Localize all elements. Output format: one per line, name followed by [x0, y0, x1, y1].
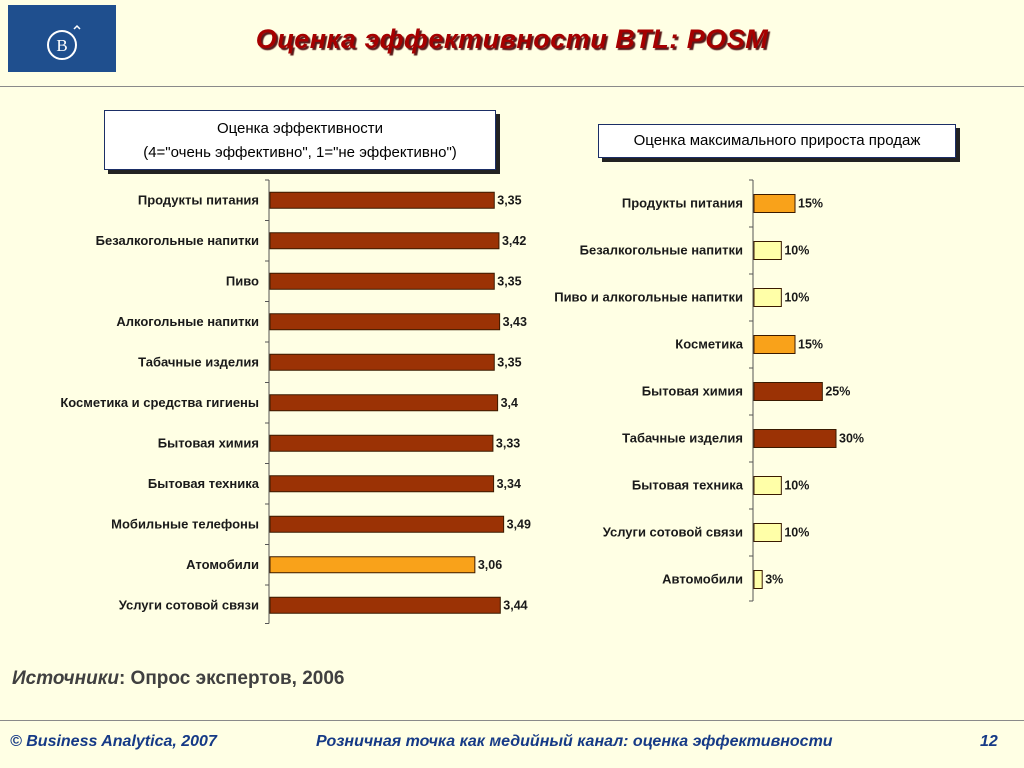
footer-subtitle: Розничная точка как медийный канал: оцен…: [316, 733, 833, 750]
value-label: 3,33: [496, 436, 520, 450]
category-label: Табачные изделия: [622, 431, 743, 446]
category-label: Пиво и алкогольные напитки: [554, 290, 743, 305]
footer-divider: [0, 720, 1024, 721]
category-label: Бытовая химия: [158, 435, 259, 450]
value-label: 3,43: [503, 315, 527, 329]
category-label: Табачные изделия: [138, 354, 259, 369]
category-label: Мобильные телефоны: [111, 516, 259, 531]
value-label: 3,06: [478, 558, 502, 572]
company-logo: B: [8, 5, 116, 72]
value-label: 3,4: [501, 396, 518, 410]
bar: [753, 194, 796, 213]
header-divider: [0, 86, 1024, 87]
category-label: Косметика: [675, 337, 743, 352]
bar: [753, 335, 796, 354]
value-label: 3,44: [503, 598, 527, 612]
bar: [269, 191, 495, 209]
bar: [269, 394, 499, 412]
bar: [269, 313, 501, 331]
category-label: Услуги сотовой связи: [119, 597, 259, 612]
source-text: : Опрос экспертов, 2006: [118, 668, 345, 689]
bar: [753, 429, 837, 448]
bar: [269, 232, 500, 250]
source-label: Источники: [12, 668, 119, 689]
right-chart-title: Оценка максимального прироста продаж: [633, 132, 921, 149]
value-label: 3,34: [497, 477, 521, 491]
value-label: 10%: [784, 291, 809, 305]
bar: [269, 515, 505, 533]
value-label: 3,35: [497, 193, 521, 207]
value-label: 3,49: [507, 517, 531, 531]
bar: [269, 475, 495, 493]
value-label: 3,35: [497, 355, 521, 369]
category-label: Атомобили: [186, 557, 259, 572]
category-label: Бытовая химия: [642, 384, 743, 399]
category-label: Безалкогольные напитки: [96, 233, 259, 248]
right-chart-title-box: Оценка максимального прироста продаж: [598, 124, 956, 158]
bar: [753, 288, 782, 307]
logo-letter: B: [56, 36, 67, 55]
category-label: Услуги сотовой связи: [603, 525, 743, 540]
left-chart-title-box: Оценка эффективности (4="очень эффективн…: [104, 110, 496, 170]
bar: [269, 272, 495, 290]
category-label: Алкогольные напитки: [116, 314, 259, 329]
footer-copyright: © Business Analytica, 2007: [10, 733, 217, 750]
page-title: Оценка эффективности BTL: POSM: [255, 24, 769, 54]
category-label: Продукты питания: [622, 196, 743, 211]
bar: [269, 434, 494, 452]
category-label: Пиво: [226, 273, 259, 288]
value-label: 10%: [784, 526, 809, 540]
source-note: Источники: Опрос экспертов, 2006: [12, 668, 345, 690]
category-label: Косметика и средства гигиены: [60, 395, 259, 410]
category-label: Безалкогольные напитки: [580, 243, 743, 258]
value-label: 15%: [798, 197, 823, 211]
left-chart-title-line2: (4="очень эффективно", 1="не эффективно"…: [143, 144, 457, 161]
value-label: 3,35: [497, 274, 521, 288]
bar: [753, 241, 782, 260]
value-label: 3,42: [502, 234, 526, 248]
value-label: 3%: [765, 573, 783, 587]
bar: [753, 476, 782, 495]
category-label: Бытовая техника: [148, 476, 260, 491]
category-label: Автомобили: [662, 572, 743, 587]
category-label: Продукты питания: [138, 192, 259, 207]
bar: [269, 556, 476, 574]
sales-growth-bar-chart: Продукты питания 15% Безалкогольные напитк…: [554, 179, 864, 602]
page-number: 12: [980, 733, 998, 750]
logo-mark-icon: B: [47, 24, 81, 60]
value-label: 15%: [798, 338, 823, 352]
value-label: 10%: [784, 244, 809, 258]
effectiveness-bar-chart: Продукты питания 3,35 Безалкогольные напит…: [60, 179, 531, 624]
value-label: 25%: [825, 385, 850, 399]
bar: [753, 382, 823, 401]
value-label: 30%: [839, 432, 864, 446]
value-label: 10%: [784, 479, 809, 493]
category-label: Бытовая техника: [632, 478, 744, 493]
bar: [753, 570, 763, 589]
bar: [753, 523, 782, 542]
bar: [269, 353, 495, 371]
left-chart-title-line1: Оценка эффективности: [216, 120, 384, 137]
bar: [269, 596, 501, 614]
